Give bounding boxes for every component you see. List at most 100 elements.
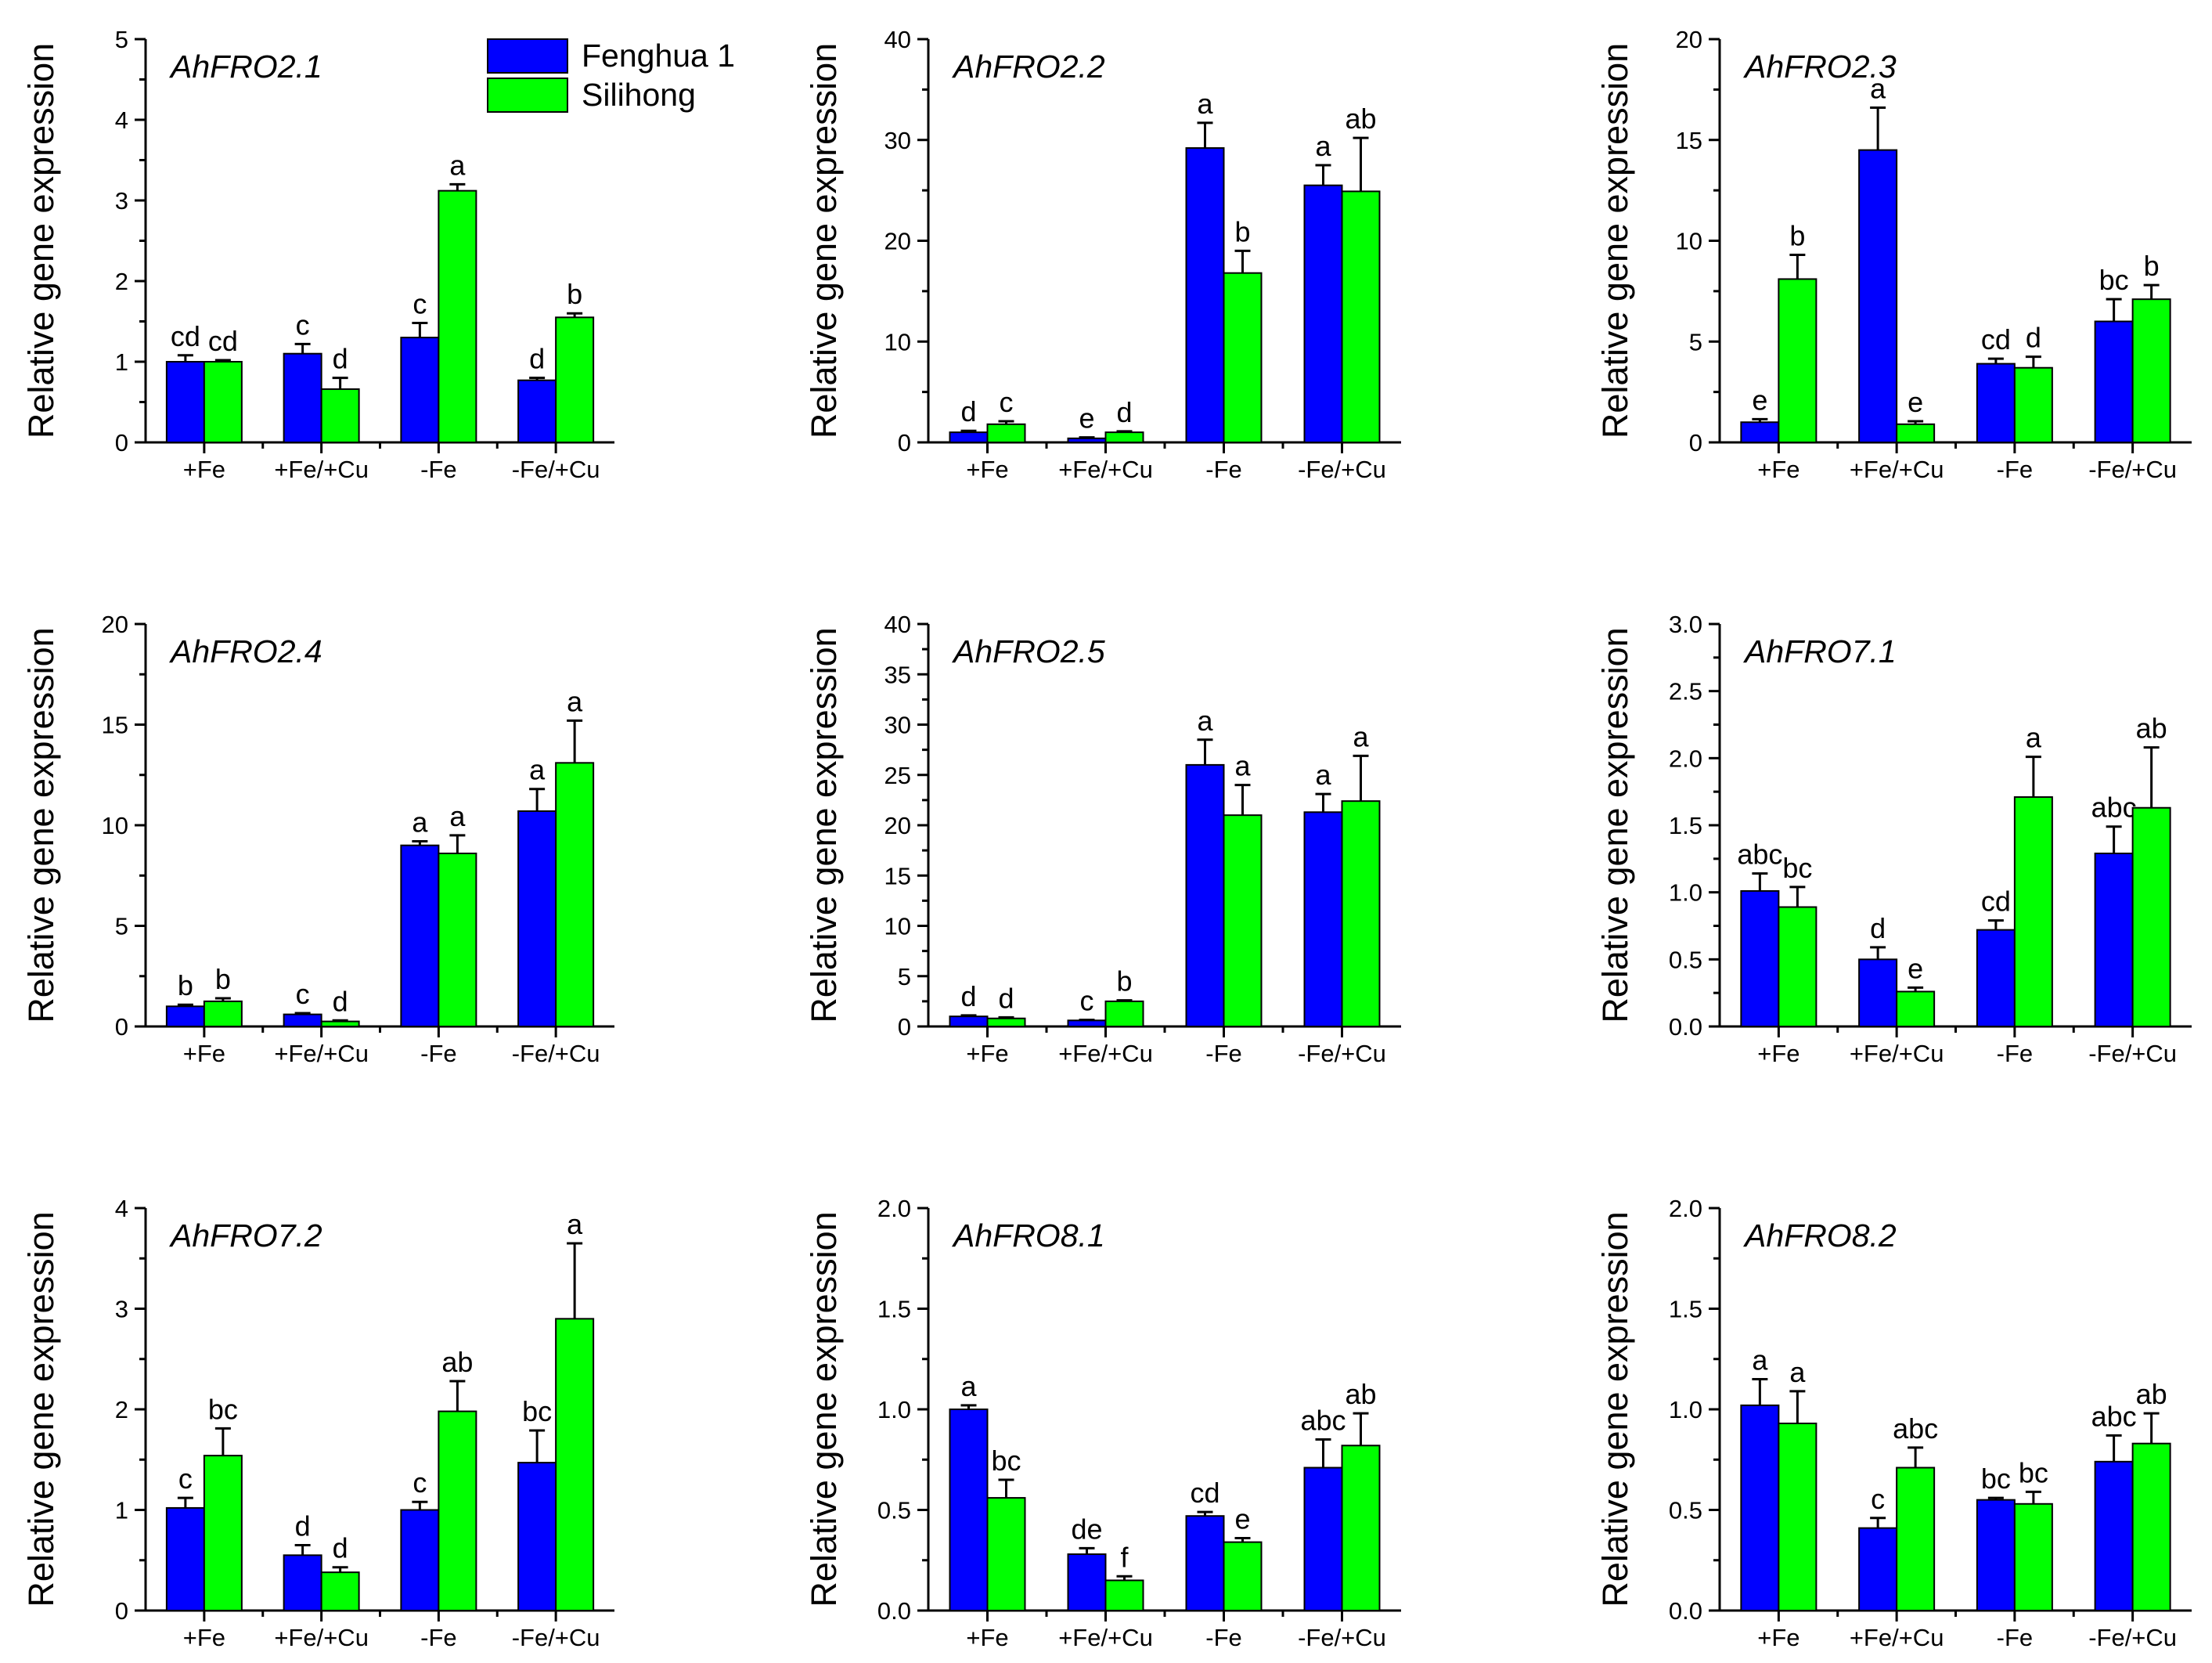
bar-fenghua1 xyxy=(2094,1460,2134,1611)
y-tick-label: 10 xyxy=(884,328,911,355)
y-axis-label: Relative gene expression xyxy=(21,43,61,438)
bar-fenghua1 xyxy=(1740,421,1780,443)
bar-fenghua1 xyxy=(517,810,557,1027)
y-axis-label: Relative gene expression xyxy=(1595,627,1635,1023)
y-tick-label: 1.0 xyxy=(877,1396,911,1423)
significance-label: ab xyxy=(1345,1378,1376,1410)
chart-title: AhFRO7.1 xyxy=(1742,633,1897,669)
bar-fenghua1 xyxy=(949,1015,989,1028)
y-tick-label: 3.0 xyxy=(1669,611,1702,638)
significance-label: a xyxy=(529,754,546,786)
significance-label: c xyxy=(1871,1483,1885,1515)
significance-label: a xyxy=(449,149,466,181)
chart-panel-8: 0.0 0.5 1.0 1.5 2.0 Relative gene expression A… xyxy=(804,1195,1401,1651)
significance-label: b xyxy=(1116,965,1132,997)
significance-label: abc xyxy=(2091,792,2137,824)
bar-fenghua1 xyxy=(1185,147,1225,444)
x-tick-label: -Fe xyxy=(1205,1040,1242,1067)
significance-label: a xyxy=(1315,130,1331,162)
significance-label: d xyxy=(960,980,976,1012)
y-axis-label: Relative gene expression xyxy=(1595,1211,1635,1607)
bar-silihong xyxy=(986,1017,1026,1027)
y-tick-label: 25 xyxy=(884,762,911,789)
bar-fenghua1 xyxy=(1067,1553,1107,1612)
significance-label: a xyxy=(1315,759,1331,791)
y-tick-label: 0 xyxy=(115,1013,128,1041)
significance-label: bc xyxy=(1782,852,1812,884)
y-tick-label: 15 xyxy=(884,862,911,889)
bar-silihong xyxy=(1778,906,1818,1027)
significance-label: abc xyxy=(1737,839,1782,871)
significance-label: cd xyxy=(1981,886,2011,918)
bar-silihong xyxy=(2013,366,2053,444)
chart-panel-5: 0 5 10 15 20 25 30 35 40 Relative gene expression… xyxy=(804,611,1401,1067)
y-tick-label: 1.5 xyxy=(1669,812,1702,839)
bar-silihong xyxy=(1778,1422,1818,1611)
chart-panel-6: 0.0 0.5 1.0 1.5 2.0 2.5 3.0 Relative gene expre… xyxy=(1595,611,2192,1067)
bar-fenghua1 xyxy=(1303,184,1343,443)
bar-silihong xyxy=(203,361,243,443)
significance-label: ab xyxy=(441,1346,473,1378)
significance-label: d xyxy=(2026,322,2041,354)
y-tick-label: 0.0 xyxy=(1669,1597,1702,1625)
y-tick-label: 0.0 xyxy=(1669,1013,1702,1041)
bar-fenghua1 xyxy=(2094,852,2134,1027)
significance-label: d xyxy=(529,343,545,375)
x-tick-label: -Fe xyxy=(420,1040,457,1067)
bar-fenghua1 xyxy=(400,337,440,443)
significance-label: c xyxy=(412,1466,427,1499)
bar-fenghua1 xyxy=(400,1509,440,1611)
significance-label: a xyxy=(1752,1344,1768,1376)
x-tick-label: +Fe xyxy=(966,1624,1008,1651)
bar-silihong xyxy=(438,189,477,443)
significance-label: c xyxy=(412,288,427,320)
significance-label: a xyxy=(960,1370,977,1402)
significance-label: bc xyxy=(522,1395,552,1427)
y-axis-label: Relative gene expression xyxy=(21,627,61,1023)
y-tick-label: 20 xyxy=(102,611,128,638)
y-tick-label: 40 xyxy=(884,611,911,638)
chart-title: AhFRO2.1 xyxy=(168,49,322,85)
chart-title: AhFRO8.1 xyxy=(951,1217,1105,1254)
bar-fenghua1 xyxy=(283,1013,322,1027)
significance-label: abc xyxy=(1300,1405,1346,1437)
y-tick-label: 0.5 xyxy=(877,1497,911,1524)
significance-label: b xyxy=(1234,215,1250,247)
significance-label: d xyxy=(1116,396,1132,428)
y-tick-label: 2 xyxy=(115,268,128,295)
y-tick-label: 1.5 xyxy=(877,1296,911,1323)
y-tick-label: 30 xyxy=(884,127,911,154)
significance-label: bc xyxy=(1981,1463,2011,1495)
significance-label: b xyxy=(215,963,231,995)
y-tick-label: 5 xyxy=(115,913,128,940)
y-tick-label: 2.0 xyxy=(877,1195,911,1222)
bar-fenghua1 xyxy=(1303,1466,1343,1612)
bar-fenghua1 xyxy=(1976,1499,2016,1612)
x-tick-label: -Fe/+Cu xyxy=(512,1040,600,1067)
bar-fenghua1 xyxy=(949,1409,989,1611)
legend-label: Silihong xyxy=(582,77,696,113)
significance-label: bc xyxy=(991,1445,1021,1477)
significance-label: cd xyxy=(1190,1477,1219,1509)
significance-label: a xyxy=(567,685,583,717)
x-tick-label: -Fe xyxy=(420,1624,457,1651)
chart-panel-1: 0 1 2 3 4 5 Relative gene expression AhFRO2.1 +F… xyxy=(21,26,735,483)
bar-silihong xyxy=(555,762,595,1028)
significance-label: ab xyxy=(2136,1378,2167,1410)
significance-label: c xyxy=(1080,985,1094,1017)
x-tick-label: -Fe/+Cu xyxy=(1298,1624,1386,1651)
bar-silihong xyxy=(2131,1442,2171,1611)
significance-label: a xyxy=(1197,705,1213,737)
bar-fenghua1 xyxy=(1858,149,1898,443)
x-tick-label: -Fe/+Cu xyxy=(2088,456,2177,483)
x-tick-label: +Fe/+Cu xyxy=(1850,1040,1944,1067)
y-tick-label: 0.0 xyxy=(877,1597,911,1625)
bar-silihong xyxy=(320,1020,360,1027)
bar-fenghua1 xyxy=(283,352,322,444)
significance-label: ab xyxy=(2136,712,2167,745)
bar-fenghua1 xyxy=(1976,929,2016,1028)
significance-label: c xyxy=(178,1463,193,1495)
significance-label: b xyxy=(1789,220,1805,252)
